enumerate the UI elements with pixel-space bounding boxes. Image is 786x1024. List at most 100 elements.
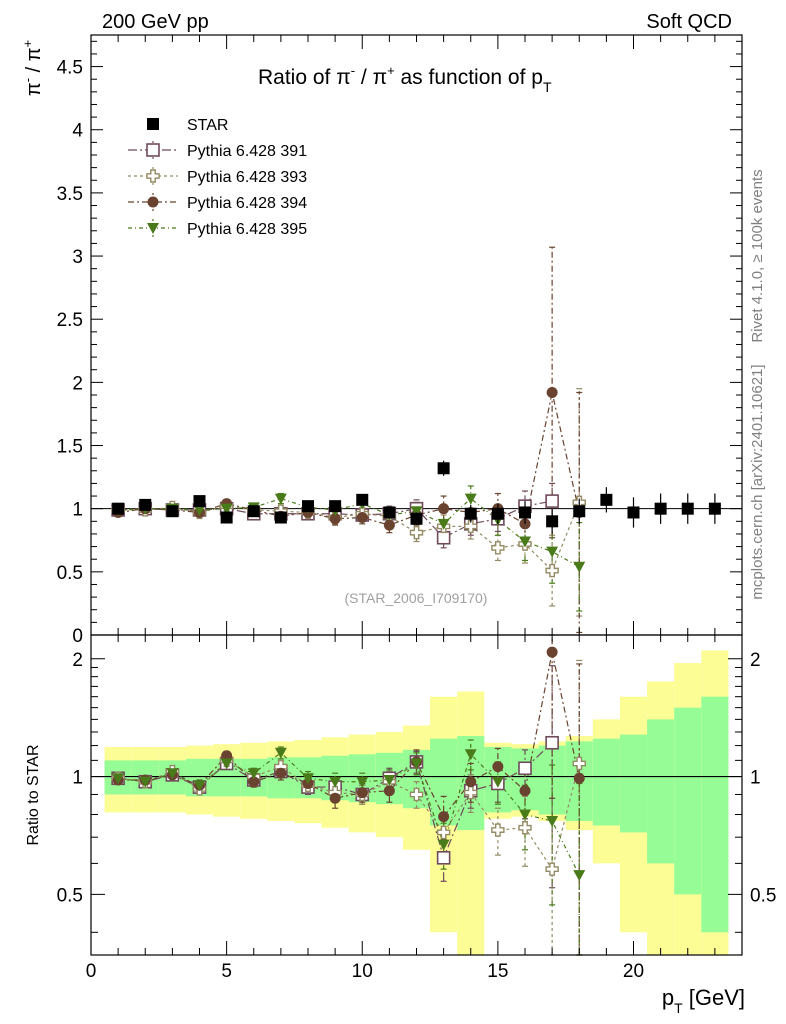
ratio-green-band xyxy=(674,707,702,895)
main-y-tick-label: 0.5 xyxy=(57,563,83,584)
ratio-data-point xyxy=(248,776,260,788)
main-data-point xyxy=(437,518,450,530)
ratio-data-point xyxy=(437,839,450,851)
x-tick-label: 0 xyxy=(86,961,97,982)
ratio-data-point xyxy=(436,825,451,840)
x-tick-label: 20 xyxy=(623,961,644,982)
ratio-data-point xyxy=(492,761,504,773)
ratio-data-point xyxy=(518,761,532,776)
star-data-point xyxy=(112,502,125,515)
main-series-line xyxy=(118,497,580,568)
ratio-green-band xyxy=(647,719,675,864)
star-data-point xyxy=(274,511,287,524)
main-y-tick-label: 2.5 xyxy=(57,310,83,331)
legend-marker xyxy=(146,169,160,183)
star-data-point xyxy=(166,505,179,518)
main-y-tick-label: 0 xyxy=(72,626,83,647)
ratio-data-point xyxy=(409,787,424,802)
ratio-series-line xyxy=(118,651,580,818)
star-data-point xyxy=(410,512,423,525)
ratio-green-band xyxy=(592,738,620,826)
star-data-point xyxy=(193,495,206,508)
ratio-data-point xyxy=(112,773,125,785)
ratio-data-point xyxy=(410,758,423,770)
main-y-tick-label: 2 xyxy=(72,373,83,394)
ratio-green-band xyxy=(619,734,648,833)
ratio-data-point xyxy=(356,787,368,799)
main-y-tick-label: 4 xyxy=(72,121,83,142)
star-data-point xyxy=(600,493,613,506)
ratio-data-point xyxy=(464,749,477,761)
legend-entry-label: Pythia 6.428 393 xyxy=(187,169,307,186)
x-axis-label: pT [GeV] xyxy=(662,985,745,1016)
star-data-point xyxy=(681,502,694,515)
ratio-data-point xyxy=(247,768,260,780)
main-data-point xyxy=(545,494,559,508)
main-data-point xyxy=(409,525,424,540)
main-y-axis-label: π- / π+ xyxy=(20,40,45,96)
main-data-point xyxy=(546,546,559,558)
main-data-point xyxy=(193,504,206,516)
legend-entry-label: Pythia 6.428 394 xyxy=(187,195,307,212)
star-data-point xyxy=(302,500,314,513)
x-axis: 0 5 10 15 20 xyxy=(86,35,743,982)
ratio-data-point xyxy=(545,735,559,750)
analysis-id-label: (STAR_2006_I709170) xyxy=(345,590,488,606)
x-tick-label: 10 xyxy=(352,961,373,982)
ratio-green-band xyxy=(701,696,729,933)
main-data-point xyxy=(464,519,478,534)
legend-entry-label: STAR xyxy=(187,117,228,134)
main-data-point xyxy=(220,503,233,515)
ratio-data-point xyxy=(166,768,179,780)
main-data-point xyxy=(438,503,450,515)
legend-marker xyxy=(147,118,159,130)
star-data-point xyxy=(383,506,396,519)
mcplots-credit-label: mcplots.cern.ch [arXiv:2401.10621] xyxy=(749,364,766,599)
ratio-data-point xyxy=(356,776,369,788)
star-data-point xyxy=(220,511,233,524)
main-y-tick-label: 3 xyxy=(72,247,83,268)
main-data-point xyxy=(545,563,559,578)
ratio-data-point xyxy=(383,774,396,786)
star-data-point xyxy=(519,506,531,519)
main-series-line xyxy=(118,392,580,526)
ratio-data-point xyxy=(438,811,450,823)
ratio-tick-label-right: 1 xyxy=(750,768,761,789)
ratio-data-point xyxy=(573,772,585,784)
star-data-point xyxy=(708,502,721,515)
ratio-data-point xyxy=(329,776,342,788)
main-data-point xyxy=(356,512,368,524)
header-energy-label: 200 GeV pp xyxy=(102,11,209,33)
ratio-data-point xyxy=(572,756,586,771)
ratio-tick-label-right: 2 xyxy=(750,650,761,671)
ratio-data-point xyxy=(491,776,504,788)
ratio-tick-label-left: 0.5 xyxy=(57,885,83,906)
ratio-data-point xyxy=(436,851,451,865)
main-data-point xyxy=(546,386,558,398)
main-data-point xyxy=(491,541,505,555)
ratio-data-point xyxy=(518,821,532,835)
x-tick-label: 5 xyxy=(221,961,232,982)
ratio-tick-label-left: 1 xyxy=(72,768,83,789)
ratio-data-point xyxy=(275,767,287,779)
main-data-point xyxy=(519,536,531,548)
ratio-data-point xyxy=(465,776,477,788)
star-data-point xyxy=(491,507,504,520)
ratio-data-point xyxy=(220,758,233,770)
header-category-label: Soft QCD xyxy=(646,11,732,33)
legend-marker xyxy=(146,143,160,157)
main-y-tick-label: 3.5 xyxy=(57,184,83,205)
ratio-data-point xyxy=(302,773,314,785)
main-y-tick-label: 4.5 xyxy=(57,58,83,79)
legend-entry-label: Pythia 6.428 395 xyxy=(187,221,307,238)
x-tick-label: 15 xyxy=(487,961,508,982)
star-data-point xyxy=(139,498,152,511)
ratio-data-point xyxy=(329,792,341,804)
ratio-data-point xyxy=(546,646,558,658)
rivet-version-label: Rivet 4.1.0, ≥ 100k events xyxy=(749,169,766,342)
ratio-y-axis-label: Ratio to STAR xyxy=(25,744,42,845)
main-data-layer xyxy=(111,246,721,634)
ratio-data-point xyxy=(274,747,287,759)
main-y-axis: 0 0.5 1 1.5 2 2.5 3 3.5 4 4.5 xyxy=(57,40,742,647)
ratio-data-point xyxy=(464,785,478,800)
